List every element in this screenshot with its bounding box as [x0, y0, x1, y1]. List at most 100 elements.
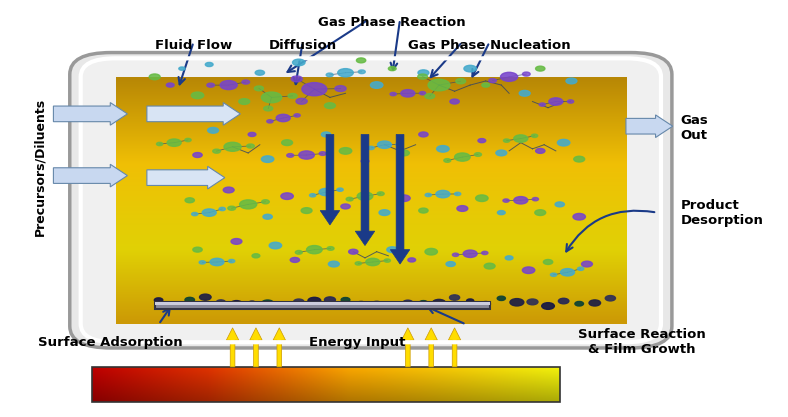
Circle shape [368, 146, 374, 150]
Text: Product
Desorption: Product Desorption [681, 198, 764, 226]
Text: Surface Reaction
& Film Growth: Surface Reaction & Film Growth [578, 328, 705, 356]
Circle shape [425, 193, 431, 197]
Circle shape [605, 296, 615, 301]
Circle shape [418, 74, 428, 79]
Circle shape [242, 80, 250, 84]
Circle shape [500, 72, 518, 81]
Circle shape [326, 73, 333, 77]
Circle shape [478, 138, 485, 143]
Circle shape [208, 128, 218, 133]
Circle shape [206, 63, 213, 67]
Circle shape [574, 156, 585, 162]
Circle shape [308, 297, 321, 304]
Circle shape [446, 261, 455, 266]
Text: Diffusion: Diffusion [269, 39, 336, 52]
Circle shape [292, 59, 305, 66]
Circle shape [455, 153, 470, 161]
Circle shape [555, 202, 564, 207]
Circle shape [379, 210, 390, 216]
Circle shape [262, 200, 269, 204]
Circle shape [366, 258, 380, 266]
Circle shape [463, 250, 478, 257]
Circle shape [419, 91, 426, 95]
Circle shape [408, 258, 415, 262]
FancyArrow shape [402, 328, 414, 367]
Circle shape [450, 99, 459, 104]
Circle shape [348, 249, 358, 254]
Circle shape [503, 199, 509, 202]
FancyArrow shape [425, 328, 437, 367]
Circle shape [418, 70, 429, 75]
Circle shape [388, 304, 397, 309]
Circle shape [167, 139, 181, 146]
Circle shape [264, 106, 273, 111]
Circle shape [262, 92, 281, 103]
FancyArrow shape [355, 134, 375, 246]
Circle shape [206, 83, 214, 87]
Circle shape [255, 86, 263, 91]
Circle shape [216, 300, 225, 305]
Circle shape [220, 80, 237, 90]
Circle shape [276, 114, 290, 122]
Text: Fluid Flow: Fluid Flow [155, 39, 232, 52]
Circle shape [288, 93, 297, 98]
Circle shape [573, 214, 585, 220]
Circle shape [166, 83, 174, 87]
Circle shape [262, 300, 273, 306]
Circle shape [384, 259, 390, 262]
Circle shape [267, 120, 273, 123]
Circle shape [452, 253, 459, 256]
FancyArrow shape [54, 164, 128, 187]
Circle shape [346, 197, 353, 201]
Circle shape [224, 142, 241, 151]
Circle shape [231, 239, 242, 244]
Circle shape [531, 134, 537, 138]
Circle shape [296, 251, 303, 254]
Circle shape [418, 132, 428, 137]
Bar [154, 302, 489, 305]
Circle shape [449, 295, 459, 300]
Circle shape [527, 299, 538, 305]
FancyArrow shape [273, 328, 285, 367]
Circle shape [327, 246, 334, 250]
Circle shape [387, 247, 398, 253]
Circle shape [428, 79, 450, 91]
Bar [92, 367, 559, 402]
Circle shape [370, 82, 383, 88]
Circle shape [191, 92, 204, 99]
Circle shape [335, 85, 346, 92]
Circle shape [307, 246, 322, 254]
FancyBboxPatch shape [80, 58, 661, 342]
Circle shape [484, 263, 495, 269]
Circle shape [292, 76, 303, 82]
Circle shape [247, 144, 255, 148]
Circle shape [496, 150, 507, 156]
Circle shape [578, 267, 584, 271]
Circle shape [252, 254, 260, 258]
Circle shape [474, 153, 481, 156]
Bar [154, 302, 489, 309]
Circle shape [294, 114, 300, 117]
Circle shape [310, 193, 316, 197]
Text: Gas Phase Nucleation: Gas Phase Nucleation [408, 39, 571, 52]
Circle shape [301, 208, 312, 214]
Circle shape [514, 196, 528, 204]
Circle shape [154, 298, 163, 302]
Circle shape [539, 103, 545, 106]
Circle shape [466, 299, 474, 303]
Circle shape [575, 301, 583, 306]
Circle shape [548, 98, 563, 105]
Circle shape [210, 258, 224, 266]
Circle shape [239, 99, 250, 104]
Circle shape [357, 301, 365, 306]
Circle shape [359, 70, 366, 74]
Circle shape [544, 259, 552, 264]
Circle shape [455, 79, 466, 84]
Circle shape [514, 135, 528, 142]
Circle shape [281, 193, 293, 199]
FancyArrow shape [147, 166, 225, 189]
Circle shape [388, 67, 396, 70]
FancyArrow shape [448, 328, 461, 367]
Circle shape [361, 159, 369, 163]
Circle shape [398, 195, 411, 201]
